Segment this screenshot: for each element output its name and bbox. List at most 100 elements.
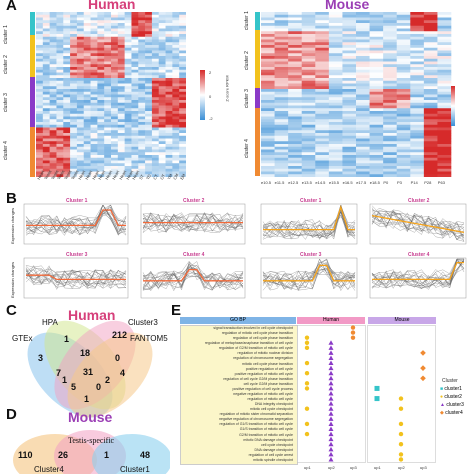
heatmap-cell [76, 100, 85, 104]
heatmap-cell [158, 50, 166, 54]
heatmap-cell [145, 72, 153, 76]
heatmap-cell [90, 130, 98, 134]
heatmap-cell [383, 122, 398, 126]
heatmap-cell [151, 83, 160, 87]
heatmap-cell [83, 58, 91, 62]
heatmap-cell [63, 174, 71, 177]
heatmap-cell [172, 130, 180, 134]
heatmap-cell [104, 23, 112, 27]
heatmap-cell [117, 42, 125, 46]
heatmap-cell [274, 122, 289, 126]
heatmap-cell [42, 113, 50, 117]
gobp-term: regulation of cell cycle G2/M phase tran… [223, 376, 293, 381]
heatmap-cell [42, 12, 50, 16]
heatmap-cell [315, 75, 330, 79]
heatmap-cell [104, 119, 112, 123]
heatmap-cell [42, 75, 50, 79]
gene-trace [142, 265, 244, 292]
heatmap-cell [117, 135, 125, 139]
heatmap-cell [179, 102, 186, 106]
heatmap-cell [165, 17, 173, 21]
heatmap-cell [410, 42, 425, 46]
heatmap-cell [158, 133, 166, 137]
heatmap-cell [104, 168, 112, 172]
heatmap-cell [423, 152, 438, 156]
heatmap-cell [396, 122, 411, 126]
heatmap-cell [410, 20, 425, 24]
heatmap-cell [90, 72, 98, 76]
heatmap-cell [83, 75, 91, 79]
heatmap-cell [356, 160, 370, 164]
heatmap-cell [301, 97, 316, 101]
lineplot-title: Cluster 1 [300, 198, 322, 204]
heatmap-cell [90, 47, 98, 51]
heatmap-cell [63, 67, 71, 71]
heatmap-cell [383, 67, 398, 71]
heatmap-cell [36, 42, 44, 46]
heatmap-cell [328, 155, 343, 159]
heatmap-cell [172, 108, 180, 112]
heatmap-cell [97, 34, 105, 38]
heatmap-cell [328, 36, 343, 40]
heatmap-cell [145, 91, 153, 95]
heatmap-cell [356, 111, 370, 115]
heatmap-cell [145, 64, 153, 68]
lineplot-frame [140, 257, 246, 299]
heatmap-cell [56, 20, 64, 24]
heatmap-cell [111, 31, 119, 35]
heatmap-cell [70, 155, 78, 159]
gobp-point [304, 340, 310, 345]
legend-label: cluster2 [444, 394, 462, 400]
gobp-point [328, 340, 334, 345]
heatmap-cell [369, 108, 384, 112]
heatmap-cell [36, 53, 44, 57]
heatmap-cell [117, 39, 125, 43]
heatmap-cell [111, 97, 119, 101]
heatmap-cell [56, 28, 64, 32]
heatmap-cell [315, 133, 330, 137]
heatmap-cell [117, 45, 125, 49]
heatmap-cell [158, 100, 166, 104]
heatmap-cell [383, 166, 398, 170]
heatmap-cell [56, 160, 64, 164]
heatmap-cell [328, 94, 343, 98]
heatmap-cell [158, 31, 166, 35]
heatmap-cell [165, 100, 173, 104]
heatmap-cell [131, 133, 139, 137]
heatmap-cell [56, 141, 64, 145]
heatmap-cell [131, 113, 139, 117]
heatmap-cell [63, 50, 71, 54]
heatmap-cell [42, 135, 50, 139]
heatmap-cell [423, 138, 438, 142]
heatmap-cell [172, 75, 180, 79]
heatmap-cell [172, 116, 180, 120]
heatmap-cell [117, 152, 125, 156]
heatmap-cell [97, 171, 105, 175]
heatmap-cell [70, 135, 78, 139]
heatmap-cell [83, 166, 91, 170]
heatmap-cell [437, 171, 452, 175]
heatmap-cell [97, 53, 105, 57]
heatmap-cell [261, 31, 275, 35]
heatmap-cell [90, 100, 98, 104]
heatmap-cell [172, 113, 180, 117]
heatmap-cell [90, 111, 98, 115]
heatmap-cell [97, 91, 105, 95]
heatmap-cell [342, 23, 357, 27]
heatmap-cell [315, 171, 330, 175]
heatmap-cell [396, 127, 411, 131]
heatmap-cell [49, 138, 57, 142]
heatmap-cell [179, 53, 186, 57]
heatmap-cell [158, 119, 166, 123]
heatmap-cell [36, 28, 44, 32]
human-legend-tick: 2 [209, 70, 212, 75]
heatmap-cell [70, 14, 78, 18]
mouse-cluster1-lineplot [260, 203, 358, 245]
gene-trace [25, 204, 127, 236]
gobp-point [328, 451, 334, 457]
heatmap-cell [172, 122, 180, 126]
heatmap-cell [83, 47, 91, 51]
heatmap-cell [315, 155, 330, 159]
heatmap-cell [56, 146, 64, 150]
heatmap-cell [131, 166, 139, 170]
